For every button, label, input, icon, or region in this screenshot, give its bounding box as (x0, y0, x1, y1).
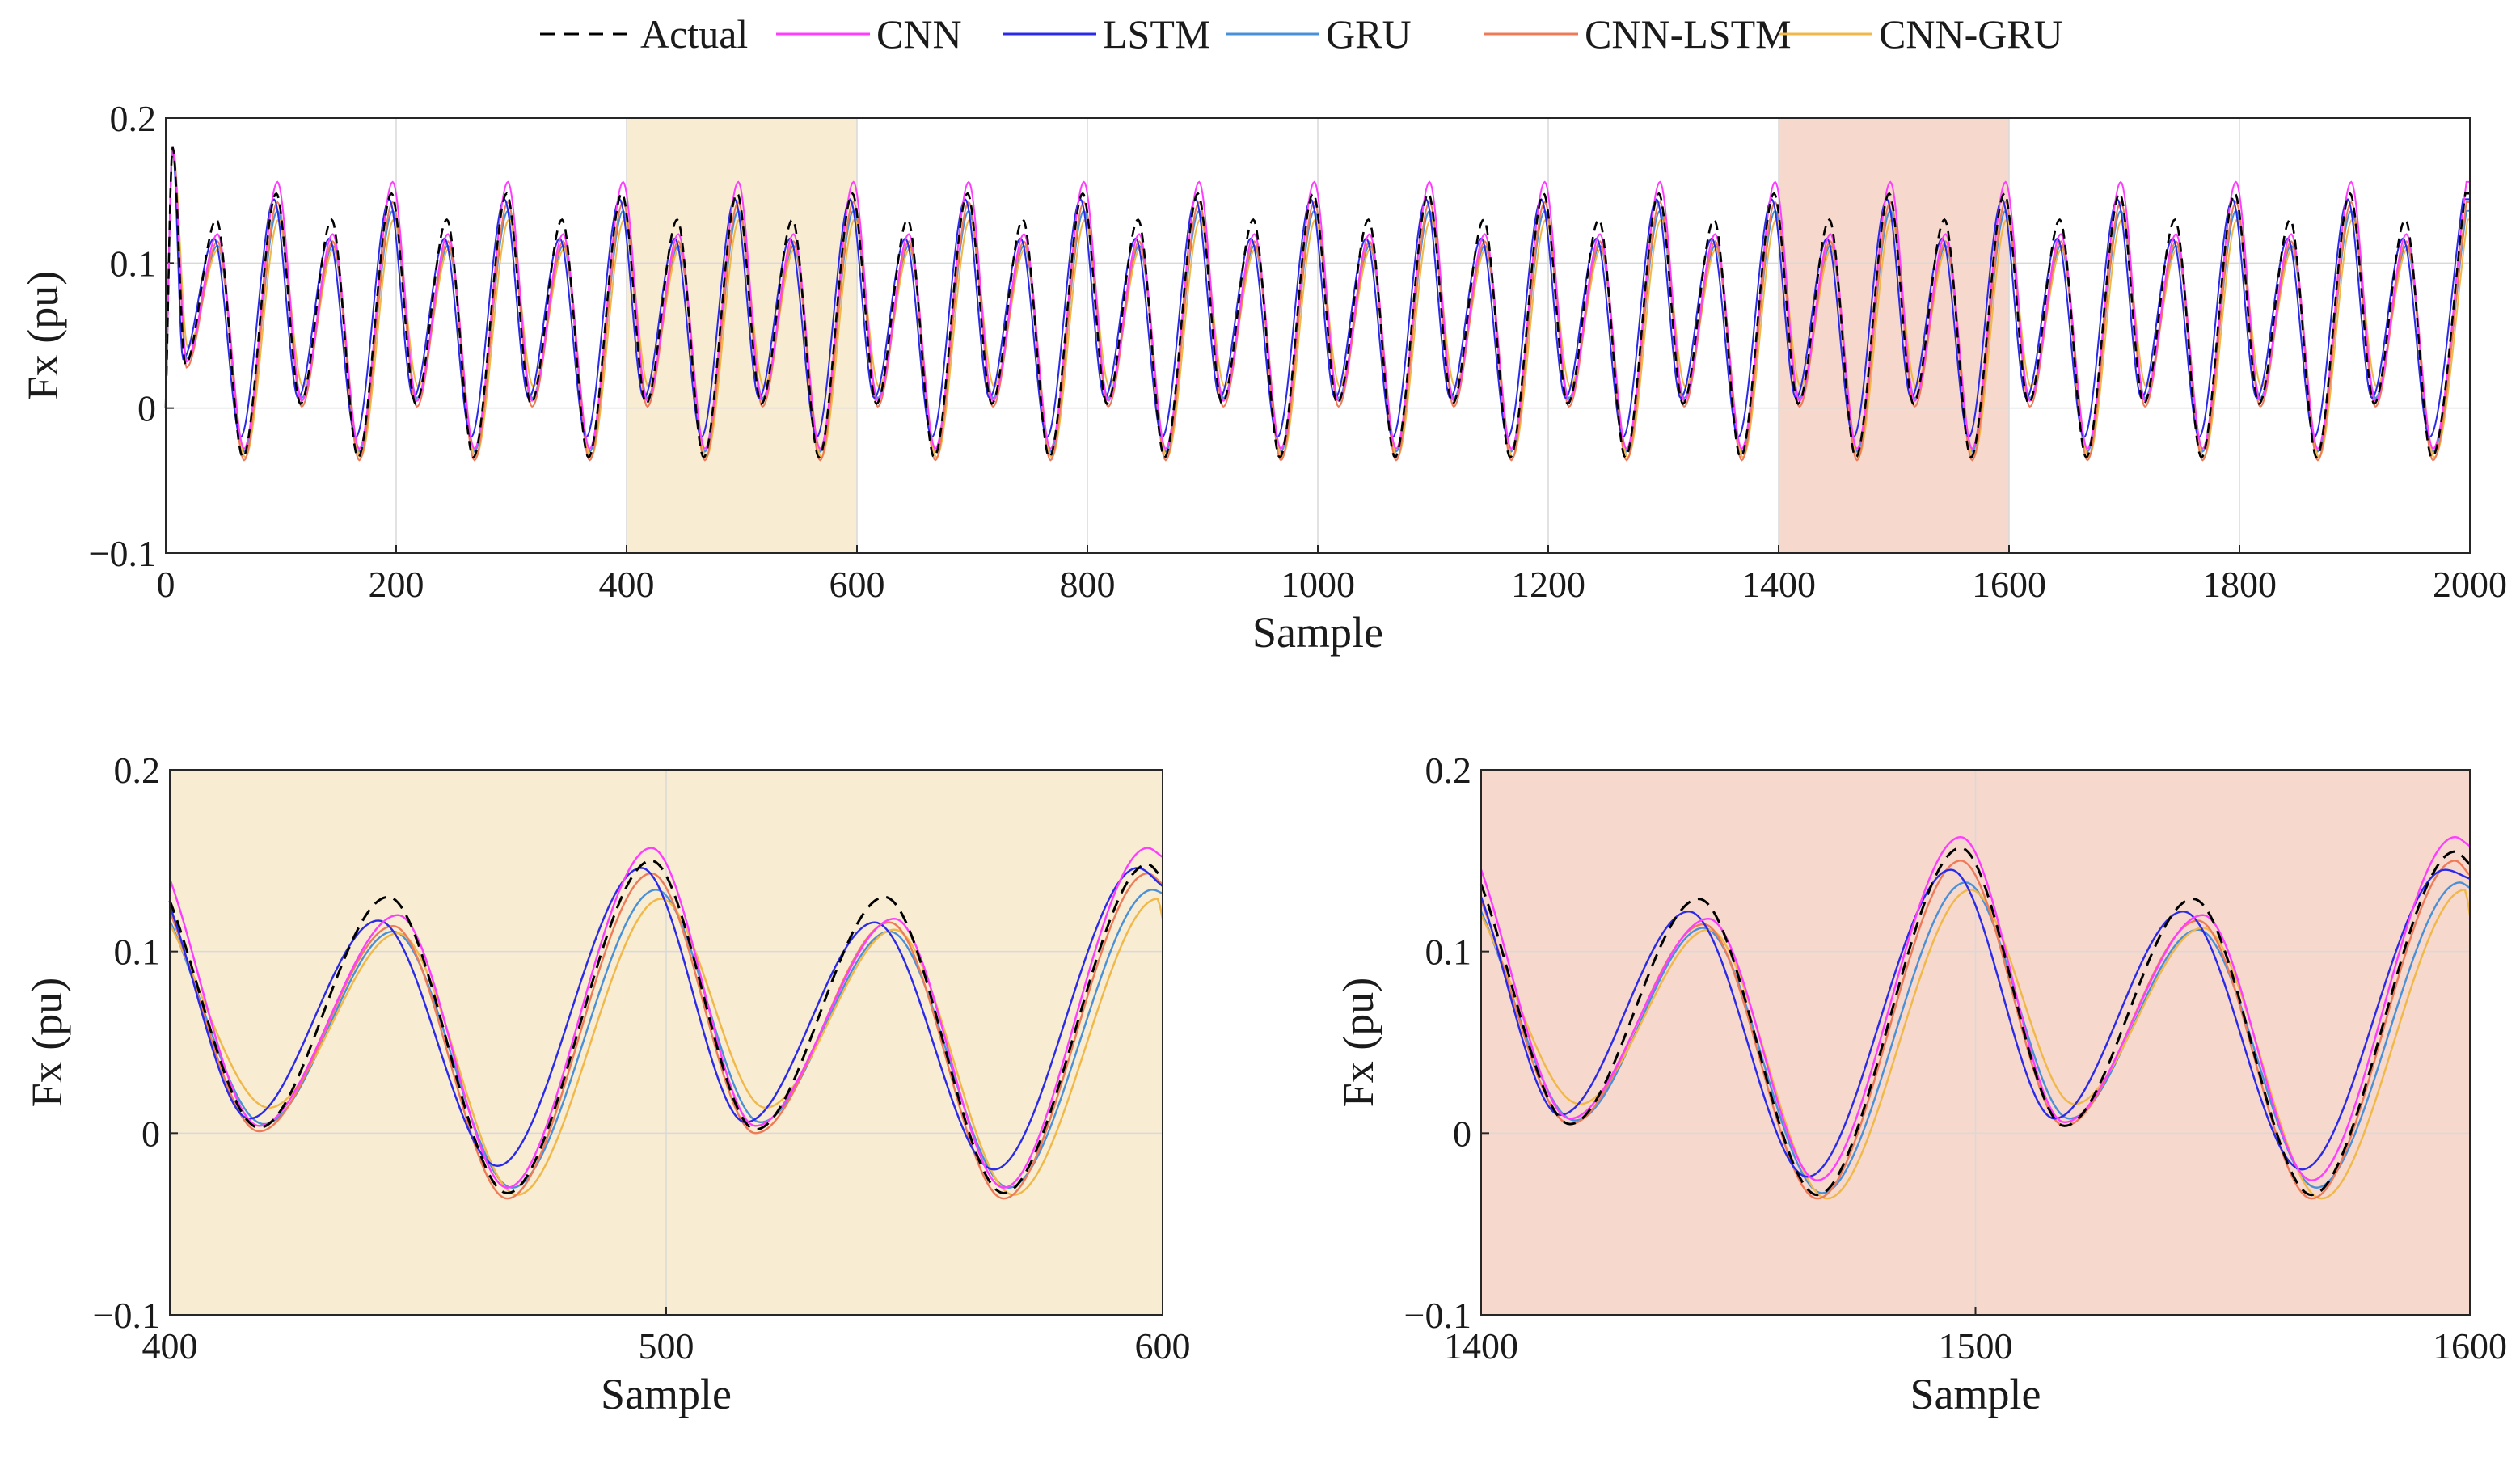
x-tick-label: 1400 (1444, 1325, 1518, 1367)
series-line-cnn-gru (168, 898, 1164, 1196)
legend: Actual CNN LSTM GRU CNN-LSTM CNN-GRU (540, 11, 2063, 57)
legend-label-gru: GRU (1326, 11, 1412, 57)
y-tick-label: 0 (137, 388, 156, 429)
x-tick-label: 1400 (1741, 564, 1816, 605)
x-tick-label: 1600 (2433, 1325, 2507, 1367)
y-tick-label: −0.1 (93, 1295, 160, 1336)
y-tick-label: −0.1 (1404, 1295, 1471, 1336)
x-tick-label: 1000 (1281, 564, 1355, 605)
x-tick-label: 600 (829, 564, 885, 605)
x-tick-label: 800 (1060, 564, 1116, 605)
y-tick-label: 0 (1453, 1113, 1471, 1154)
x-tick-label: 400 (599, 564, 655, 605)
x-tick-label: 200 (369, 564, 424, 605)
legend-label-cnn: CNN (876, 11, 962, 57)
series-line-actual (164, 146, 2470, 459)
legend-label-actual: Actual (640, 11, 748, 57)
x-tick-label: 1800 (2202, 564, 2277, 605)
y-tick-label: 0.2 (110, 98, 157, 139)
series-line-actual (168, 859, 1164, 1194)
y-tick-label: 0.1 (114, 932, 161, 973)
y-tick-label: −0.1 (89, 533, 156, 574)
y-axis-label: Fx (pu) (1334, 978, 1382, 1108)
plot-frame (165, 117, 2471, 554)
legend-label-cnn-lstm: CNN-LSTM (1585, 11, 1792, 57)
y-tick-label: 0.1 (1425, 932, 1472, 973)
x-axis-label: Sample (1252, 608, 1383, 657)
x-axis-label: Sample (601, 1370, 732, 1418)
y-axis-label: Fx (pu) (23, 978, 71, 1108)
series-line-lstm (165, 146, 2470, 438)
series-line-cnn (168, 847, 1163, 1189)
x-tick-label: 1200 (1511, 564, 1585, 605)
series-line-cnn-gru (1479, 888, 2471, 1200)
zoom-chart-400-600: 400 500 600 −0.1 0 0.1 0.2 Sample Fx (pu) (23, 750, 1191, 1418)
series-line-lstm (168, 867, 1163, 1171)
y-tick-label: 0 (141, 1113, 160, 1154)
x-axis-label: Sample (1910, 1370, 2041, 1418)
y-axis-label: Fx (pu) (19, 271, 67, 401)
legend-label-lstm: LSTM (1103, 11, 1210, 57)
x-tick-label: 400 (142, 1325, 198, 1367)
y-tick-label: 0.1 (110, 243, 157, 284)
series-line-cnn (1479, 835, 2471, 1181)
x-tick-label: 1500 (1939, 1325, 2013, 1367)
series-line-actual (1479, 847, 2471, 1197)
x-tick-label: 2000 (2433, 564, 2507, 605)
series-line-gru (1479, 881, 2471, 1194)
plot-frame (1480, 769, 2471, 1316)
x-tick-label: 0 (157, 564, 175, 605)
overview-chart: 0 200 400 600 800 1000 1200 1400 1600 1800 2000 −0.… (19, 98, 2507, 657)
series-line-cnn-lstm (168, 872, 1163, 1200)
x-tick-label: 600 (1135, 1325, 1191, 1367)
y-tick-label: 0.2 (1425, 750, 1472, 791)
zoom-chart-1400-1600: 1400 1500 1600 −0.1 0 0.1 0.2 Sample Fx (pu) (1334, 750, 2507, 1418)
y-tick-label: 0.2 (114, 750, 161, 791)
legend-label-cnn-gru: CNN-GRU (1879, 11, 2063, 57)
plot-frame (169, 769, 1163, 1316)
series-line-cnn (165, 146, 2470, 450)
x-tick-label: 500 (639, 1325, 694, 1367)
x-tick-label: 1600 (1972, 564, 2046, 605)
series-line-lstm (1479, 868, 2471, 1178)
